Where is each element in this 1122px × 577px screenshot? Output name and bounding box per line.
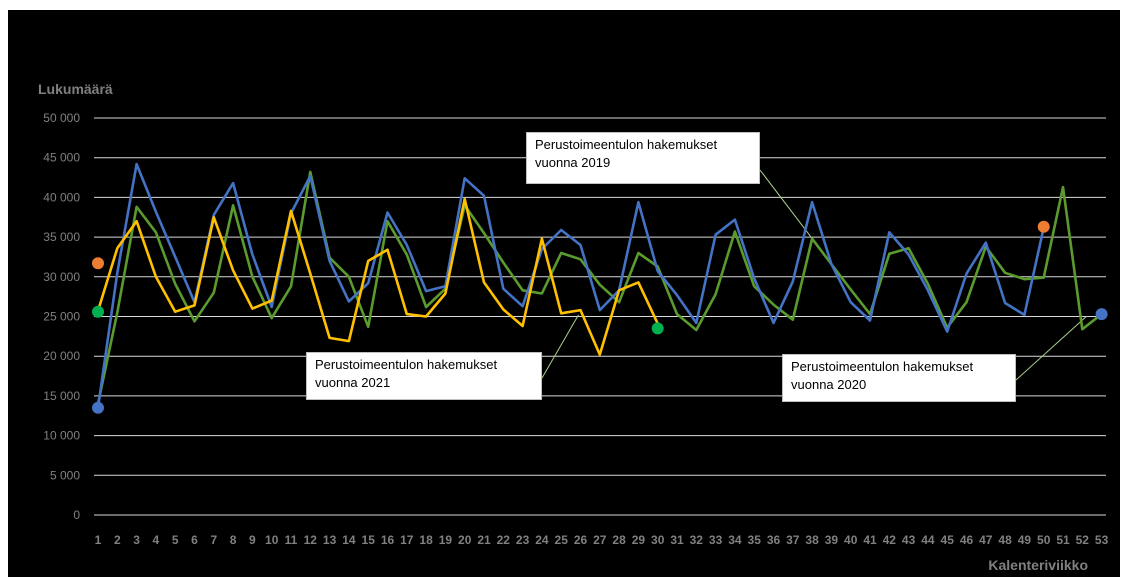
y-tick-label: 20 000 [43,349,80,363]
x-tick-label: 19 [439,533,453,547]
x-tick-label: 13 [323,533,337,547]
y-tick-label: 25 000 [43,310,80,324]
y-tick-label: 45 000 [43,151,80,165]
x-tick-label: 25 [555,533,569,547]
annotation-2021-line2: vuonna 2021 [315,375,391,390]
x-tick-label: 3 [133,533,140,547]
y-tick-label: 50 000 [43,111,80,125]
x-tick-label: 20 [458,533,472,547]
leader-2020 [1015,316,1087,381]
x-tick-label: 31 [670,533,684,547]
x-tick-label: 39 [825,533,839,547]
x-tick-label: 35 [748,533,762,547]
x-tick-label: 18 [419,533,433,547]
x-tick-label: 37 [786,533,800,547]
x-tick-label: 43 [902,533,916,547]
y-tick-label: 30 000 [43,270,80,284]
x-tick-label: 47 [979,533,993,547]
x-tick-label: 9 [249,533,256,547]
x-tick-label: 42 [883,533,897,547]
x-tick-label: 50 [1037,533,1051,547]
chart-panel: 0 5 000 10 000 15 000 20 000 25 000 30 000 35 0… [8,10,1120,577]
x-tick-label: 28 [612,533,626,547]
x-tick-label: 6 [191,533,198,547]
series-line [96,162,1045,408]
x-tick-label: 51 [1056,533,1070,547]
point-markers [92,220,1108,414]
x-tick-label: 15 [362,533,376,547]
series-lines [96,162,1103,408]
y-axis-ticks: 0 5 000 10 000 15 000 20 000 25 000 30 000 35 0… [43,111,80,522]
x-tick-label: 5 [172,533,179,547]
x-tick-label: 29 [632,533,646,547]
annotation-2021: Perustoimeentulon hakemukset vuonna 2021 [306,352,542,400]
annotation-2020-line1: Perustoimeentulon hakemukset [791,359,974,374]
x-tick-label: 44 [921,533,935,547]
x-tick-label: 17 [400,533,414,547]
x-tick-label: 21 [477,533,491,547]
x-tick-label: 1 [95,533,102,547]
line-chart: 0 5 000 10 000 15 000 20 000 25 000 30 000 35 0… [38,81,1109,573]
x-tick-label: 45 [941,533,955,547]
y-tick-label: 10 000 [43,429,80,443]
x-tick-label: 12 [304,533,318,547]
x-tick-label: 38 [805,533,819,547]
x-tick-label: 46 [960,533,974,547]
series-2019-end-marker [1095,308,1108,321]
x-tick-label: 41 [863,533,877,547]
x-tick-label: 2 [114,533,121,547]
annotation-2020: Perustoimeentulon hakemukset vuonna 2020 [782,354,1016,402]
gridlines [94,117,1106,516]
x-tick-label: 36 [767,533,781,547]
x-tick-label: 7 [210,533,217,547]
x-tick-label: 53 [1095,533,1109,547]
annotation-2019-line1: Perustoimeentulon hakemukset [535,137,718,152]
x-tick-label: 24 [535,533,549,547]
x-tick-label: 49 [1018,533,1032,547]
x-tick-label: 52 [1076,533,1090,547]
point-marker [92,305,104,318]
leader-2021 [541,314,579,379]
x-axis-title: Kalenteriviikko [988,557,1088,573]
x-tick-label: 16 [381,533,395,547]
annotation-2021-line1: Perustoimeentulon hakemukset [315,357,498,372]
y-tick-label: 0 [73,508,80,522]
x-tick-label: 8 [230,533,237,547]
y-tick-label: 35 000 [43,230,80,244]
x-tick-label: 40 [844,533,858,547]
x-tick-label: 14 [342,533,356,547]
x-tick-label: 34 [728,533,742,547]
annotation-2019-line2: vuonna 2019 [535,155,611,170]
x-tick-label: 26 [574,533,588,547]
point-marker [1037,220,1050,233]
x-axis-ticks: 1 2 3 4 5 6 7 8 9 10 11 12 13 14 15 16 17 18 19 20 21 22 23 24 2… [95,533,1109,547]
x-tick-label: 22 [497,533,511,547]
x-tick-label: 33 [709,533,723,547]
point-marker [92,257,104,270]
x-tick-label: 10 [265,533,279,547]
y-tick-label: 5 000 [50,468,80,482]
series-line [96,197,659,356]
x-tick-label: 27 [593,533,607,547]
x-tick-label: 48 [998,533,1012,547]
annotation-2020-line2: vuonna 2020 [791,377,867,392]
annotation-2019: Perustoimeentulon hakemukset vuonna 2019 [526,132,760,184]
x-tick-label: 23 [516,533,530,547]
y-tick-label: 40 000 [43,190,80,204]
series-2019-start-marker [92,401,104,414]
x-tick-label: 4 [153,533,160,547]
x-tick-label: 32 [690,533,704,547]
y-tick-label: 15 000 [43,389,80,403]
y-axis-title: Lukumäärä [38,81,113,97]
series-2021-end-marker [651,322,664,335]
x-tick-label: 30 [651,533,665,547]
x-tick-label: 11 [285,533,298,547]
